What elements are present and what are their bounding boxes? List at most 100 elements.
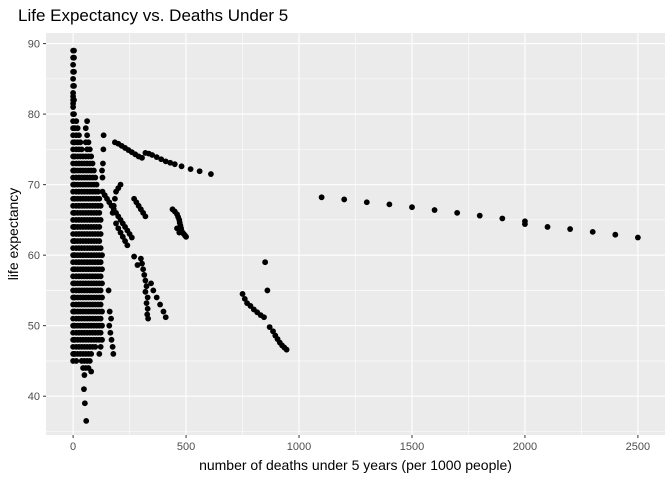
data-point [318,194,325,201]
data-point [92,343,99,350]
data-point [97,343,104,350]
data-point [77,139,84,146]
data-point [106,308,113,315]
data-point [144,305,151,312]
data-point [99,252,105,259]
data-point [113,220,119,227]
data-point [84,118,91,125]
data-point [141,272,148,278]
data-point [97,329,104,336]
data-points [70,47,641,424]
data-point [71,97,77,103]
data-point [100,132,107,139]
data-point [71,47,77,54]
data-point [88,153,95,160]
data-point [97,259,104,266]
data-point [143,300,150,307]
data-point [97,231,104,237]
data-point [112,195,118,202]
data-point [183,233,189,240]
data-point [78,146,85,153]
data-point [97,273,104,280]
data-point [96,209,103,216]
data-point [71,68,77,75]
data-point [105,287,112,294]
data-point [363,199,370,206]
data-point [108,315,114,322]
data-point [140,266,147,273]
data-point [86,146,93,153]
chart-title: Life Expectancy vs. Deaths Under 5 [18,6,288,25]
data-point [139,154,145,161]
data-point [99,266,105,273]
data-point [71,82,77,89]
data-point [160,308,167,315]
data-point [89,160,96,167]
data-point [174,225,180,232]
data-point [70,104,77,110]
data-point [73,118,80,125]
data-point [142,213,149,220]
x-tick-label: 500 [177,441,195,453]
data-point [162,158,169,165]
data-point [148,280,154,287]
data-point [97,216,104,223]
data-point [143,283,150,290]
data-point [266,324,273,330]
data-point [108,336,115,343]
x-tick-label: 1000 [287,441,311,453]
data-point [567,226,574,232]
data-point [97,202,104,209]
x-tick-label: 2500 [626,441,650,453]
data-point [107,329,114,336]
data-point [99,336,105,343]
data-point [239,291,246,297]
data-point [99,308,105,315]
data-point [97,301,104,308]
grid-major [46,33,665,435]
data-point [134,262,141,268]
x-axis-title: number of deaths under 5 years (per 1000… [199,457,512,473]
y-axis-title: life expectancy [5,188,21,281]
data-point [82,125,89,132]
data-point [96,195,103,202]
data-point [71,111,77,118]
data-point [99,294,105,301]
data-point [93,181,100,188]
data-point [96,224,103,230]
data-point [612,231,619,238]
data-point [99,280,105,287]
axis-ticks [43,43,639,438]
data-point [264,287,271,294]
data-point [158,156,165,163]
data-point [96,238,103,244]
data-point [73,358,80,364]
x-tick-label: 2000 [513,441,537,453]
data-point [241,295,248,302]
data-point [81,372,88,378]
data-point [106,322,113,329]
data-point [150,287,157,294]
data-point [88,350,95,357]
data-point [81,386,87,393]
data-point [454,209,461,216]
y-tick-label: 60 [28,250,40,262]
data-point [167,159,174,166]
data-point [544,224,551,230]
data-point [409,204,415,211]
data-point [522,221,528,228]
data-point [196,168,203,175]
data-point [95,188,101,195]
y-tick-label: 50 [28,321,40,333]
data-point [71,54,77,61]
y-tick-label: 90 [28,39,40,51]
data-point [341,196,348,203]
data-point [96,350,103,357]
y-tick-labels: 40 50 60 70 80 90 [28,39,40,404]
data-point [145,315,152,322]
data-point [262,259,269,266]
data-point [153,294,160,301]
y-tick-label: 80 [28,109,40,121]
x-tick-labels: 0 500 1000 1500 2000 2500 [70,441,650,453]
